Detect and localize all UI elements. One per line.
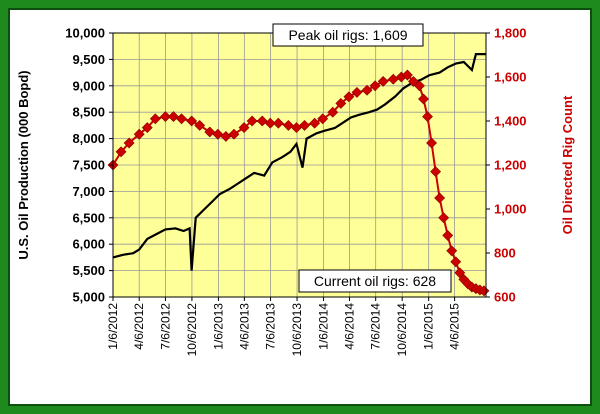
rig-point [454,267,466,279]
rig-point [407,75,419,87]
y-left-tick-label: 6,500 [72,210,105,225]
rig-point [149,113,161,125]
y-left-tick-label: 9,000 [72,78,105,93]
x-tick-label: 7/6/2014 [369,303,383,350]
rig-point [422,111,433,123]
rig-point [450,256,462,268]
rig-point [123,137,135,149]
rig-point [159,111,171,123]
y-axis-left-label: U.S. Oil Production (000 Bopd) [16,70,31,259]
rig-point [272,117,284,129]
rig-point [343,91,355,103]
rig-point [256,115,268,127]
current-callout-box [298,269,452,293]
x-tick-label: 10/6/2014 [395,303,409,357]
y-left-tick-label: 8,000 [72,131,105,146]
x-tick-label: 4/6/2014 [342,303,356,350]
rig-point [168,111,179,123]
callouts: Peak oil rigs: 1,609 Current oil rigs: 62… [272,23,452,293]
x-tick-label: 4/6/2013 [237,303,251,350]
y-left-tick-label: 8,500 [72,105,105,120]
y-left-tick-label: 7,500 [72,158,105,173]
rig-point [317,113,329,125]
x-tick-label: 1/6/2013 [211,303,225,350]
production-line [112,52,486,271]
y-right-tick-label: 800 [494,246,516,261]
rig-point [228,128,240,140]
rig-point [204,126,216,138]
rig-point [212,128,224,140]
rig-point [282,119,294,131]
y-right-tick-label: 1,800 [494,26,527,41]
y-left-tick-label: 6,000 [72,237,105,252]
rig-point [309,117,321,129]
rig-point [133,128,145,140]
y-right-tick-label: 1,200 [494,158,527,173]
rig-point [401,69,413,81]
x-tick-label: 7/6/2012 [158,303,172,350]
rig-series [107,69,490,297]
rig-point [351,86,363,98]
x-tick-label: 4/6/2012 [132,303,146,350]
rig-point [442,229,454,241]
rig-point [426,137,437,149]
rig-point [418,93,429,105]
rig-point [186,115,198,127]
rig-point [264,117,276,129]
x-tick-label: 10/6/2012 [185,303,199,357]
x-tick-label: 1/6/2014 [317,303,331,350]
rig-point [194,119,206,131]
rig-point [438,212,450,224]
rig-point [141,122,153,134]
rig-point [369,80,381,92]
x-tick-label: 10/6/2013 [290,303,304,357]
rig-point [115,146,127,158]
y-left-tick-label: 5,000 [72,290,105,305]
y-right-tick-label: 600 [494,290,516,305]
rig-point [246,115,258,127]
y-left-tick-label: 10,000 [65,26,105,41]
x-tick-label: 1/6/2015 [422,303,436,350]
rig-point [327,106,339,118]
y-right-tick-label: 1,600 [494,70,527,85]
rig-point [176,113,187,125]
rig-point [377,75,389,87]
x-tick-label: 1/6/2012 [106,303,120,350]
x-tick-label: 7/6/2013 [264,303,278,350]
y-right-tick-label: 1,400 [494,114,527,129]
peak-callout-box [272,23,424,47]
y-right-tick-label: 1,000 [494,202,527,217]
rig-point [335,97,347,109]
tick-labels: 5,000 5,500 6,000 6,500 7,000 7,500 8,000 8,500… [65,26,526,357]
production-series [112,52,486,271]
rig-point [434,192,446,204]
rig-point [299,119,310,131]
rig-point [414,80,425,92]
x-tick-label: 4/6/2015 [448,303,462,350]
y-left-tick-label: 5,500 [72,263,105,278]
rig-point [361,84,373,96]
peak-callout-text: Peak oil rigs: 1,609 [288,27,407,43]
rig-point [238,122,250,134]
y-left-tick-label: 9,500 [72,52,105,67]
y-axis-right-label: Oil Directed Rig Count [560,95,575,234]
y-left-tick-label: 7,000 [72,184,105,199]
rig-point [446,245,458,257]
current-callout-text: Current oil rigs: 628 [314,273,436,289]
rig-point [430,166,442,178]
